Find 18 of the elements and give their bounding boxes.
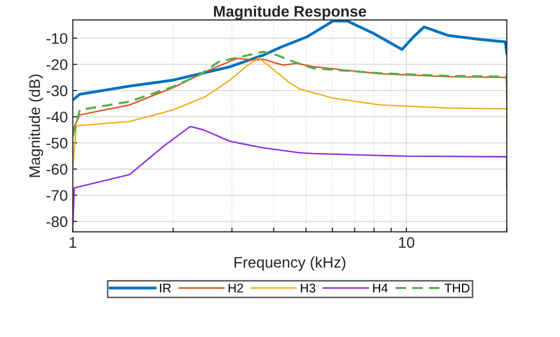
legend-label: THD xyxy=(444,284,470,292)
x-tick-label: 10 xyxy=(399,237,414,248)
x-axis-title: Frequency (kHz) xyxy=(234,256,346,271)
y-tick-label: -70 xyxy=(46,190,68,201)
legend-label: H3 xyxy=(300,284,316,292)
chart-title: Magnitude Response xyxy=(214,6,366,20)
y-tick-label: -30 xyxy=(46,85,68,96)
y-tick-label: -10 xyxy=(46,33,68,44)
y-tick-label: -80 xyxy=(46,216,68,228)
legend-label: IR xyxy=(160,284,171,292)
y-tick-label: -50 xyxy=(46,138,68,149)
y-axis-title: Magnitude (dB) xyxy=(28,74,44,177)
y-tick-label: -40 xyxy=(46,112,68,122)
x-tick-label: 1 xyxy=(70,237,76,248)
y-tick-label: -20 xyxy=(46,59,68,70)
legend-label: H2 xyxy=(228,284,243,292)
y-tick-label: -60 xyxy=(46,164,68,175)
legend-label: H4 xyxy=(373,284,388,292)
